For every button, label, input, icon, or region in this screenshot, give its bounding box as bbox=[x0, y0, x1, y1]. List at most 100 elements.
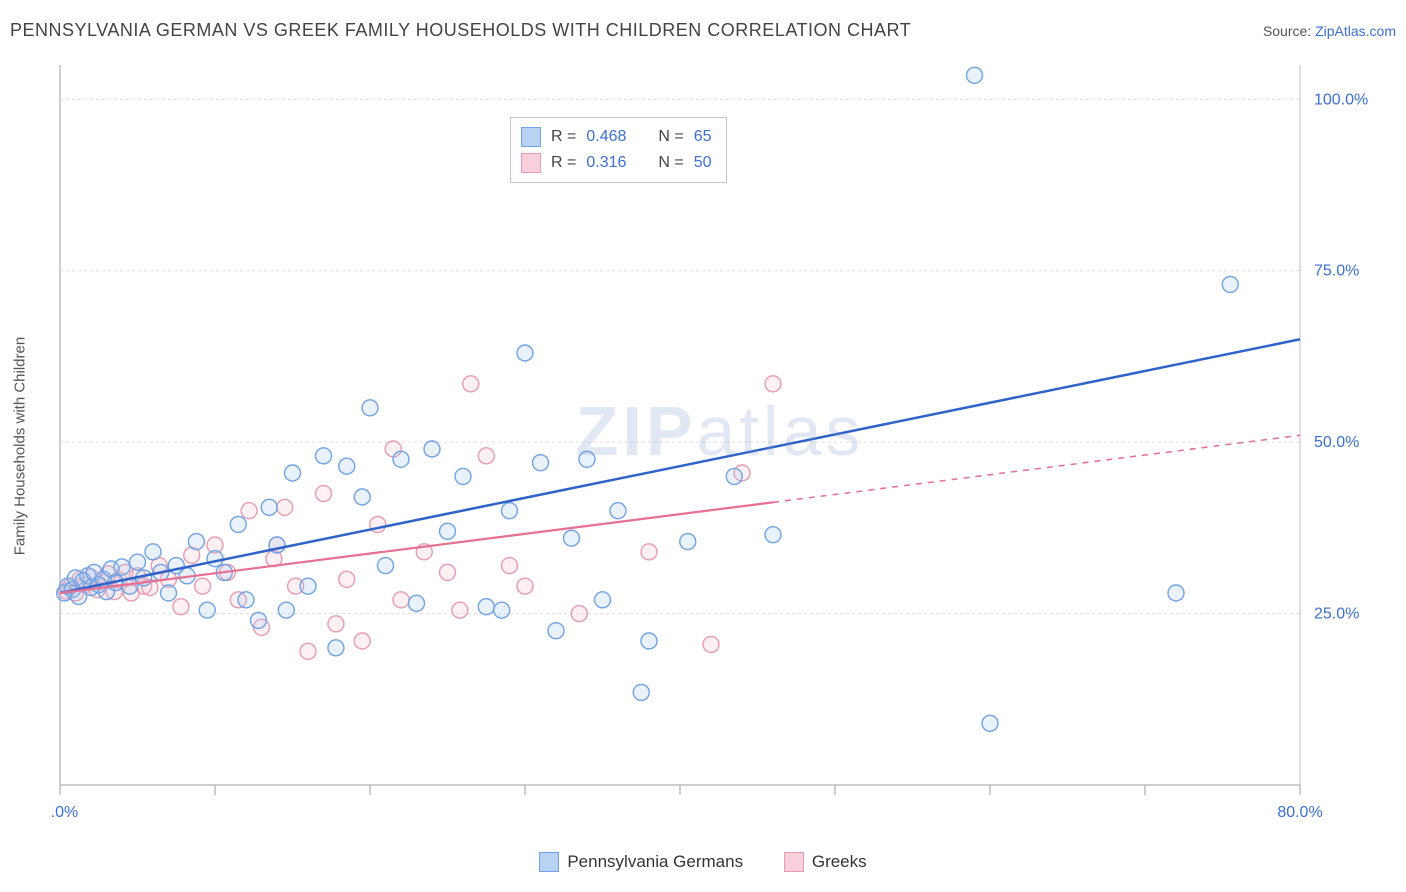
svg-text:0.0%: 0.0% bbox=[50, 804, 78, 821]
scatter-point bbox=[173, 599, 189, 615]
scatter-point bbox=[328, 616, 344, 632]
scatter-point bbox=[277, 499, 293, 515]
scatter-point bbox=[195, 578, 211, 594]
scatter-point bbox=[161, 585, 177, 601]
scatter-point bbox=[316, 448, 332, 464]
scatter-point bbox=[354, 489, 370, 505]
scatter-point bbox=[1222, 276, 1238, 292]
scatter-point bbox=[564, 530, 580, 546]
scatter-point bbox=[278, 602, 294, 618]
swatch-pa-german bbox=[521, 127, 541, 147]
n-label: N = bbox=[658, 150, 683, 176]
n-value-greek: 50 bbox=[694, 150, 712, 176]
r-label: R = bbox=[551, 150, 576, 176]
legend-label-greek: Greeks bbox=[812, 852, 867, 872]
scatter-point bbox=[328, 640, 344, 656]
scatter-point bbox=[633, 684, 649, 700]
trend-line bbox=[60, 502, 773, 593]
scatter-point bbox=[378, 558, 394, 574]
scatter-point bbox=[726, 468, 742, 484]
scatter-point bbox=[207, 551, 223, 567]
scatter-point bbox=[494, 602, 510, 618]
scatter-point bbox=[641, 544, 657, 560]
scatter-point bbox=[641, 633, 657, 649]
svg-text:100.0%: 100.0% bbox=[1314, 91, 1368, 108]
scatter-point bbox=[130, 554, 146, 570]
source-label: Source: bbox=[1263, 23, 1315, 39]
source-link[interactable]: ZipAtlas.com bbox=[1315, 23, 1396, 39]
series-legend: Pennsylvania Germans Greeks bbox=[0, 852, 1406, 877]
scatter-point bbox=[478, 599, 494, 615]
scatter-point bbox=[241, 503, 257, 519]
scatter-point bbox=[463, 376, 479, 392]
scatter-point bbox=[703, 636, 719, 652]
scatter-point bbox=[339, 571, 355, 587]
scatter-point bbox=[982, 715, 998, 731]
scatter-point bbox=[354, 633, 370, 649]
scatter-point bbox=[424, 441, 440, 457]
stats-row-greek: R = 0.316 N = 50 bbox=[521, 150, 712, 176]
stats-legend: R = 0.468 N = 65 R = 0.316 N = 50 bbox=[510, 117, 727, 183]
scatter-point bbox=[114, 559, 130, 575]
trend-line-dashed bbox=[773, 435, 1300, 502]
legend-swatch-pa-german bbox=[539, 852, 559, 872]
scatter-point bbox=[502, 503, 518, 519]
scatter-point bbox=[595, 592, 611, 608]
legend-swatch-greek bbox=[784, 852, 804, 872]
scatter-point bbox=[362, 400, 378, 416]
scatter-point bbox=[261, 499, 277, 515]
scatter-point bbox=[339, 458, 355, 474]
scatter-point bbox=[316, 486, 332, 502]
n-value-pa-german: 65 bbox=[694, 124, 712, 150]
legend-item-greek: Greeks bbox=[784, 852, 867, 872]
scatter-point bbox=[579, 451, 595, 467]
r-label: R = bbox=[551, 124, 576, 150]
scatter-point bbox=[238, 592, 254, 608]
scatter-point bbox=[285, 465, 301, 481]
source-attribution: Source: ZipAtlas.com bbox=[1263, 23, 1396, 39]
n-label: N = bbox=[658, 124, 683, 150]
scatter-point bbox=[455, 468, 471, 484]
y-axis-label: Family Households with Children bbox=[12, 296, 29, 596]
scatter-point bbox=[765, 527, 781, 543]
chart-title: PENNSYLVANIA GERMAN VS GREEK FAMILY HOUS… bbox=[10, 20, 911, 41]
scatter-point bbox=[393, 451, 409, 467]
scatter-point bbox=[1168, 585, 1184, 601]
svg-text:80.0%: 80.0% bbox=[1277, 804, 1322, 821]
legend-label-pa-german: Pennsylvania Germans bbox=[567, 852, 743, 872]
svg-text:25.0%: 25.0% bbox=[1314, 606, 1359, 623]
scatter-point bbox=[765, 376, 781, 392]
scatter-point bbox=[517, 578, 533, 594]
svg-text:50.0%: 50.0% bbox=[1314, 434, 1359, 451]
scatter-point bbox=[610, 503, 626, 519]
tick-marks bbox=[60, 785, 1300, 795]
scatter-point bbox=[409, 595, 425, 611]
scatter-point bbox=[230, 516, 246, 532]
r-value-pa-german: 0.468 bbox=[586, 124, 626, 150]
trend-lines bbox=[60, 339, 1300, 593]
scatter-point bbox=[250, 612, 266, 628]
svg-text:75.0%: 75.0% bbox=[1314, 263, 1359, 280]
scatter-point bbox=[502, 558, 518, 574]
chart-header: PENNSYLVANIA GERMAN VS GREEK FAMILY HOUS… bbox=[10, 20, 1396, 41]
scatter-point bbox=[199, 602, 215, 618]
scatter-point bbox=[548, 623, 564, 639]
scatter-point bbox=[300, 643, 316, 659]
stats-row-pa-german: R = 0.468 N = 65 bbox=[521, 124, 712, 150]
swatch-greek bbox=[521, 153, 541, 173]
tick-labels: 0.0% 80.0% 25.0% 50.0% 75.0% 100.0% bbox=[50, 91, 1368, 821]
legend-item-pa-german: Pennsylvania Germans bbox=[539, 852, 743, 872]
trend-line bbox=[60, 339, 1300, 593]
scatter-point bbox=[452, 602, 468, 618]
scatter-point bbox=[517, 345, 533, 361]
plot-area: 0.0%80.0%25.0%50.0%75.0%100.0% ZIPatlas … bbox=[50, 55, 1390, 830]
scatter-point bbox=[533, 455, 549, 471]
scatter-point bbox=[478, 448, 494, 464]
scatter-point bbox=[188, 534, 204, 550]
scatter-point bbox=[680, 534, 696, 550]
scatter-point bbox=[145, 544, 161, 560]
scatter-point bbox=[440, 523, 456, 539]
scatter-point bbox=[967, 67, 983, 83]
r-value-greek: 0.316 bbox=[586, 150, 626, 176]
scatter-point bbox=[571, 606, 587, 622]
